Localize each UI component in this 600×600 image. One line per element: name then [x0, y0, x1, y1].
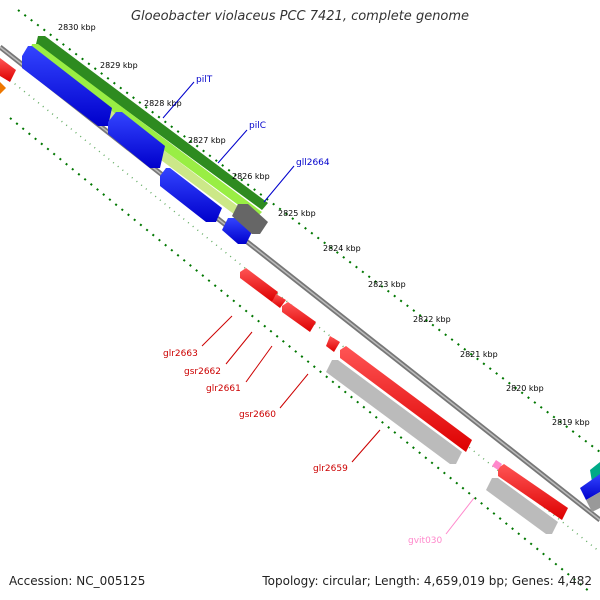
green-feature-track — [26, 36, 268, 226]
tick-label: 2826 kbp — [232, 172, 270, 181]
tick-label: 2821 kbp — [460, 350, 498, 359]
gene-gvit030[interactable] — [492, 460, 502, 470]
inner-tick-track — [9, 79, 600, 593]
gene-left-edge-orange — [0, 82, 6, 94]
tick-label: 2827 kbp — [188, 136, 226, 145]
gene-label-gsr2662[interactable]: gsr2662 — [184, 367, 221, 377]
gene-pilC[interactable] — [108, 112, 165, 168]
tick-label: 2829 kbp — [100, 61, 138, 70]
gene-forward-small[interactable] — [222, 218, 252, 244]
gene-gll2664[interactable] — [160, 168, 222, 222]
forward-gene-track — [22, 46, 268, 244]
gene-pilT[interactable] — [22, 46, 112, 126]
accession-text: Accession: NC_005125 — [9, 574, 146, 588]
gene-left-edge-red — [0, 58, 16, 82]
gene-label-glr2659[interactable]: glr2659 — [313, 464, 348, 474]
grey-feature-track — [326, 360, 558, 534]
gene-label-gll2664[interactable]: gll2664 — [296, 158, 330, 168]
tick-label: 2828 kbp — [144, 99, 182, 108]
gene-label-gsr2660[interactable]: gsr2660 — [239, 410, 276, 420]
tick-label: 2830 kbp — [58, 23, 96, 32]
tick-label: 2822 kbp — [413, 315, 451, 324]
outer-tick-track — [17, 9, 600, 453]
tick-label: 2825 kbp — [278, 209, 316, 218]
forward-gene-labels: pilT pilC gll2664 — [162, 75, 330, 203]
map-title: Gloeobacter violaceus PCC 7421, complete… — [130, 9, 470, 24]
reverse-gene-labels: glr2663 gsr2662 glr2661 gsr2660 glr2659 … — [163, 315, 475, 546]
tick-label: 2819 kbp — [552, 418, 590, 427]
gene-label-pilC[interactable]: pilC — [249, 121, 266, 131]
tick-label: 2823 kbp — [368, 280, 406, 289]
tick-label: 2820 kbp — [506, 384, 544, 393]
gene-gsr2662[interactable] — [272, 294, 286, 308]
gene-glr2661[interactable] — [282, 302, 316, 332]
gene-label-glr2661[interactable]: glr2661 — [206, 384, 241, 394]
gene-red-lower-right[interactable] — [498, 464, 568, 520]
gene-glr2659[interactable] — [340, 346, 472, 452]
gene-gsr2660[interactable] — [326, 336, 340, 352]
tick-label: 2824 kbp — [323, 244, 361, 253]
gene-label-pilT[interactable]: pilT — [196, 75, 213, 85]
gene-label-gvit030[interactable]: gvit030 — [408, 536, 443, 546]
kbp-tick-labels: 2830 kbp 2829 kbp 2828 kbp 2827 kbp 2826… — [58, 23, 590, 427]
right-edge-features — [580, 462, 600, 512]
genome-summary-text: Topology: circular; Length: 4,659,019 bp… — [262, 574, 592, 588]
reverse-gene-track — [0, 58, 568, 520]
gene-glr2663[interactable] — [240, 268, 278, 302]
gene-label-glr2663[interactable]: glr2663 — [163, 349, 198, 359]
gene-dark-grey — [232, 204, 268, 234]
